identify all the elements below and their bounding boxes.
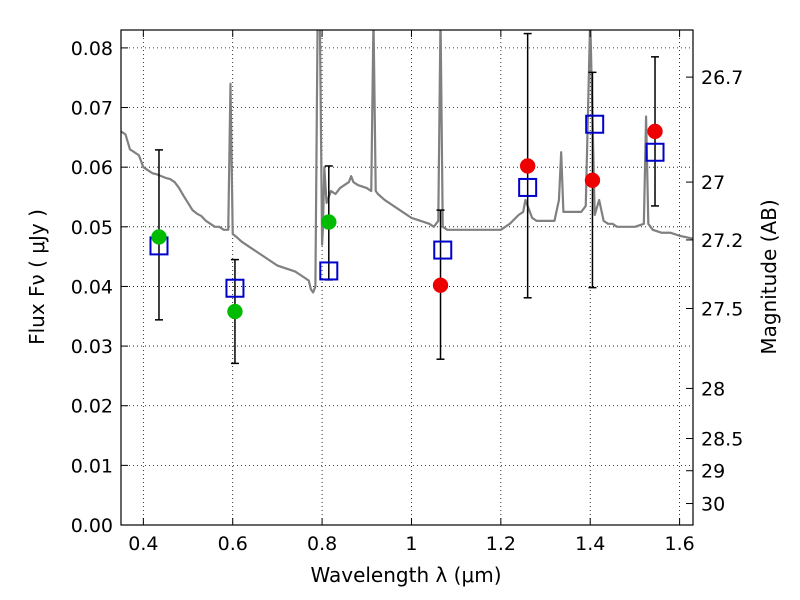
y-tick-label: 0.06 xyxy=(71,157,113,179)
measurement-point xyxy=(584,172,601,189)
plot-frame xyxy=(120,29,694,526)
model-flux-square xyxy=(518,177,538,197)
detection-point xyxy=(227,303,243,320)
y-tick-label: 0.02 xyxy=(71,396,113,418)
model-flux-square xyxy=(225,278,245,298)
model-flux-square xyxy=(433,240,453,260)
y-tick-label: 0.01 xyxy=(71,455,113,477)
y-tick-label: 0.08 xyxy=(71,38,113,60)
x-axis-label: Wavelength λ (μm) xyxy=(310,563,501,587)
x-tick-label: 0.6 xyxy=(218,533,248,555)
x-tick-label: 1.2 xyxy=(486,533,516,555)
magnitude-tick-label: 29 xyxy=(701,461,725,483)
detection-point xyxy=(321,214,337,230)
detection-point xyxy=(151,229,167,245)
x-tick-label: 1 xyxy=(405,533,417,555)
y-tick-label: 0.00 xyxy=(71,515,113,537)
measurement-point xyxy=(432,277,449,294)
model-flux-square xyxy=(319,261,339,281)
magnitude-tick-label: 27.2 xyxy=(701,230,743,252)
x-tick-label: 0.8 xyxy=(307,533,337,555)
model-flux-square xyxy=(585,114,605,134)
y-tick-label: 0.04 xyxy=(71,276,113,298)
model-flux-square xyxy=(645,142,665,162)
magnitude-tick-label: 28.5 xyxy=(701,429,743,451)
y2-axis-label: Magnitude (AB) xyxy=(757,199,781,354)
magnitude-tick-label: 27 xyxy=(701,172,725,194)
y-tick-label: 0.03 xyxy=(71,336,113,358)
template-spectrum-line xyxy=(121,30,693,294)
plot-area xyxy=(121,30,693,365)
y-tick-label: 0.07 xyxy=(71,98,113,120)
magnitude-tick-label: 27.5 xyxy=(701,299,743,321)
x-tick-label: 1.6 xyxy=(664,533,694,555)
y-axis-label: Flux Fν ( μJy ) xyxy=(25,209,49,345)
measurement-point xyxy=(519,158,536,174)
y-tick-label: 0.05 xyxy=(71,217,113,239)
measurement-point xyxy=(647,123,663,140)
ticks: 0.4 0.6 0.8 1 1.2 1.4 1.6 0.00 0.01 0.02 0.03 0.04 0… xyxy=(71,30,743,555)
x-tick-label: 0.4 xyxy=(128,533,158,555)
magnitude-tick-label: 26.7 xyxy=(701,67,743,89)
magnitude-tick-label: 28 xyxy=(701,378,725,400)
magnitude-tick-label: 30 xyxy=(701,494,725,516)
x-tick-label: 1.4 xyxy=(575,533,605,555)
